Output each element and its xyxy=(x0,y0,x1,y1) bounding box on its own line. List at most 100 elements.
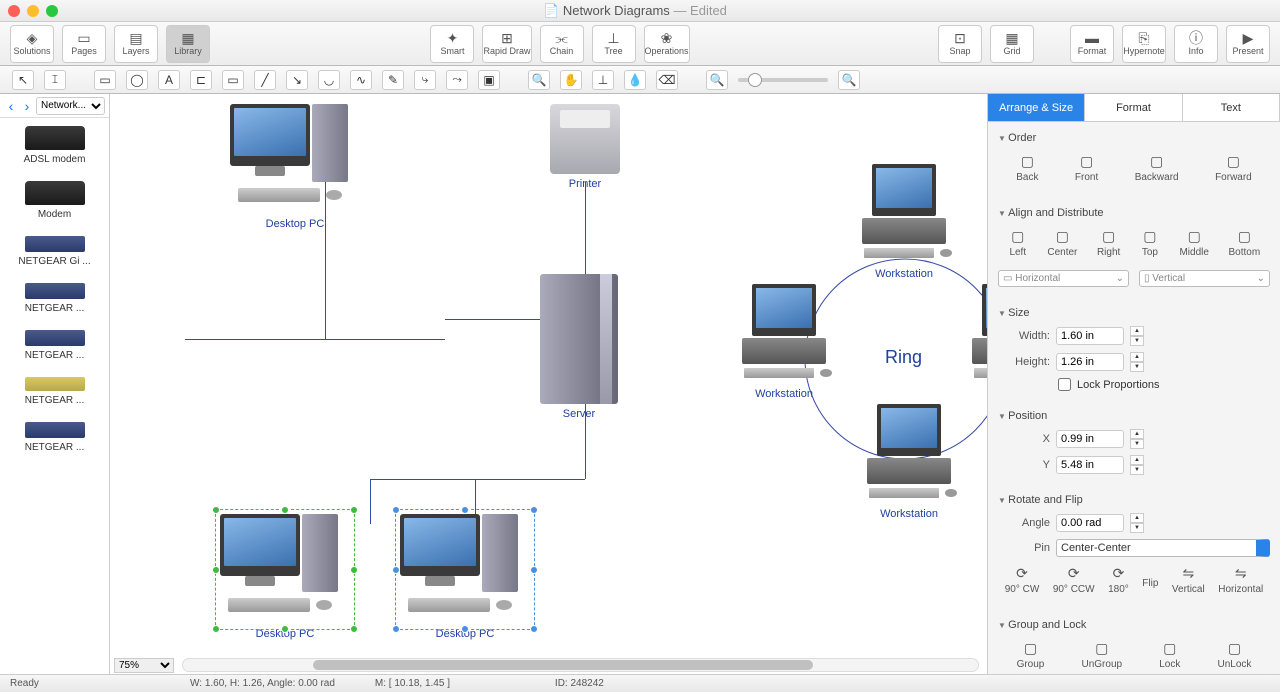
ellipse-tool[interactable]: ◯ xyxy=(126,70,148,90)
pin-select[interactable]: Center-Center xyxy=(1056,539,1270,557)
device-ws[interactable]: Workstati xyxy=(970,284,987,400)
pointer-tool[interactable]: ↖ xyxy=(12,70,34,90)
pos-y-input[interactable] xyxy=(1056,456,1124,474)
connector-line[interactable] xyxy=(185,339,445,340)
height-stepper[interactable]: ▲▼ xyxy=(1130,352,1144,372)
chain-button[interactable]: ⫘Chain xyxy=(540,25,584,63)
snap-button[interactable]: ⊡Snap xyxy=(938,25,982,63)
pages-button[interactable]: ▭Pages xyxy=(62,25,106,63)
hypernote-button[interactable]: ⎘Hypernote xyxy=(1122,25,1166,63)
stamp-tool[interactable]: ⊥ xyxy=(592,70,614,90)
connector2-tool[interactable]: ⤳ xyxy=(446,70,468,90)
pos-x-input[interactable] xyxy=(1056,430,1124,448)
device-pc[interactable]: Desktop PC xyxy=(230,104,360,230)
tab-format[interactable]: Format xyxy=(1085,94,1182,121)
lib-item[interactable]: ADSL modem xyxy=(0,118,109,173)
device-server[interactable]: Server xyxy=(540,274,618,420)
present-button[interactable]: ▶Present xyxy=(1226,25,1270,63)
lib-item[interactable]: NETGEAR ... xyxy=(0,369,109,414)
textbox-tool[interactable]: ⊏ xyxy=(190,70,212,90)
info-button[interactable]: ⓘInfo xyxy=(1174,25,1218,63)
layers-button[interactable]: ▤Layers xyxy=(114,25,158,63)
angle-input[interactable] xyxy=(1056,514,1124,532)
grid-button[interactable]: ▦Grid xyxy=(990,25,1034,63)
connector-tool[interactable]: ⤷ xyxy=(414,70,436,90)
group-button[interactable]: ▢Group xyxy=(1017,639,1045,670)
library-button[interactable]: ▦Library xyxy=(166,25,210,63)
maximize-button[interactable] xyxy=(46,5,58,17)
line-tool[interactable]: ╱ xyxy=(254,70,276,90)
text-tool[interactable]: A xyxy=(158,70,180,90)
distribute-h[interactable]: ▭ Horizontal ⌄ xyxy=(998,270,1129,287)
device-ws[interactable]: Workstation xyxy=(740,284,828,400)
flip-h-button[interactable]: ⇋Horizontal xyxy=(1218,564,1263,595)
device-ws[interactable]: Workstation xyxy=(860,164,948,280)
top-button[interactable]: ▢Top xyxy=(1140,227,1160,258)
lib-item[interactable]: NETGEAR ... xyxy=(0,414,109,461)
flip-v-button[interactable]: ⇋Vertical xyxy=(1172,564,1205,595)
section-header[interactable]: Order xyxy=(998,128,1270,148)
forward-button[interactable]: ▢Forward xyxy=(1215,152,1252,183)
lib-item[interactable]: NETGEAR ... xyxy=(0,275,109,322)
angle-stepper[interactable]: ▲▼ xyxy=(1130,513,1144,533)
section-header[interactable]: Align and Distribute xyxy=(998,203,1270,223)
180-button[interactable]: ⟳180° xyxy=(1108,564,1129,595)
library-dropdown[interactable]: Network... xyxy=(36,97,105,115)
device-printer[interactable]: Printer xyxy=(550,104,620,190)
zoom-select[interactable]: 75% xyxy=(114,658,174,673)
format-button[interactable]: ▬Format xyxy=(1070,25,1114,63)
tab-arrange[interactable]: Arrange & Size xyxy=(988,94,1085,121)
device-ws[interactable]: Workstation xyxy=(865,404,953,520)
h-scrollbar[interactable] xyxy=(182,658,979,672)
backward-button[interactable]: ▢Backward xyxy=(1135,152,1179,183)
section-header[interactable]: Size xyxy=(998,303,1270,323)
90ccw-button[interactable]: ⟳90° CCW xyxy=(1053,564,1095,595)
smart-button[interactable]: ✦Smart xyxy=(430,25,474,63)
connector-line[interactable] xyxy=(585,182,586,277)
connector-line[interactable] xyxy=(370,479,371,524)
90cw-button[interactable]: ⟳90° CW xyxy=(1005,564,1040,595)
close-button[interactable] xyxy=(8,5,20,17)
unlock-button[interactable]: ▢UnLock xyxy=(1217,639,1251,670)
arrow-tool[interactable]: ↘ xyxy=(286,70,308,90)
rect-tool[interactable]: ▭ xyxy=(94,70,116,90)
lock-button[interactable]: ▢Lock xyxy=(1159,639,1180,670)
pen-tool[interactable]: ✎ xyxy=(382,70,404,90)
left-button[interactable]: ▢Left xyxy=(1008,227,1028,258)
lock-proportions[interactable] xyxy=(1058,378,1071,391)
section-header[interactable]: Position xyxy=(998,406,1270,426)
callout-tool[interactable]: ▭ xyxy=(222,70,244,90)
width-input[interactable] xyxy=(1056,327,1124,345)
tree-button[interactable]: ⊥Tree xyxy=(592,25,636,63)
device-pc[interactable]: Desktop PC xyxy=(220,514,350,640)
zoom-tool[interactable]: 🔍 xyxy=(528,70,550,90)
distribute-v[interactable]: ▯ Vertical ⌄ xyxy=(1139,270,1270,287)
pos-x-stepper[interactable]: ▲▼ xyxy=(1130,429,1144,449)
pos-y-stepper[interactable]: ▲▼ xyxy=(1130,455,1144,475)
back-button[interactable]: ▢Back xyxy=(1016,152,1038,183)
center-button[interactable]: ▢Center xyxy=(1047,227,1077,258)
minimize-button[interactable] xyxy=(27,5,39,17)
lib-item[interactable]: Modem xyxy=(0,173,109,228)
eraser-tool[interactable]: ⌫ xyxy=(656,70,678,90)
rapid-draw-button[interactable]: ⊞Rapid Draw xyxy=(482,25,531,63)
section-header[interactable]: Rotate and Flip xyxy=(998,490,1270,510)
connector-line[interactable] xyxy=(370,479,585,480)
front-button[interactable]: ▢Front xyxy=(1075,152,1098,183)
ungroup-button[interactable]: ▢UnGroup xyxy=(1082,639,1123,670)
zoom-slider[interactable] xyxy=(738,78,828,82)
nav-forward-icon[interactable]: › xyxy=(20,98,34,114)
bottom-button[interactable]: ▢Bottom xyxy=(1229,227,1261,258)
hand-tool[interactable]: ✋ xyxy=(560,70,582,90)
nav-back-icon[interactable]: ‹ xyxy=(4,98,18,114)
solutions-button[interactable]: ◈Solutions xyxy=(10,25,54,63)
connector-line[interactable] xyxy=(445,319,545,320)
height-input[interactable] xyxy=(1056,353,1124,371)
section-header[interactable]: Group and Lock xyxy=(998,615,1270,635)
operations-button[interactable]: ❀Operations xyxy=(644,25,690,63)
right-button[interactable]: ▢Right xyxy=(1097,227,1120,258)
selection-box[interactable] xyxy=(395,509,535,630)
selection-box[interactable] xyxy=(215,509,355,630)
tab-text[interactable]: Text xyxy=(1183,94,1280,121)
lib-item[interactable]: NETGEAR ... xyxy=(0,322,109,369)
